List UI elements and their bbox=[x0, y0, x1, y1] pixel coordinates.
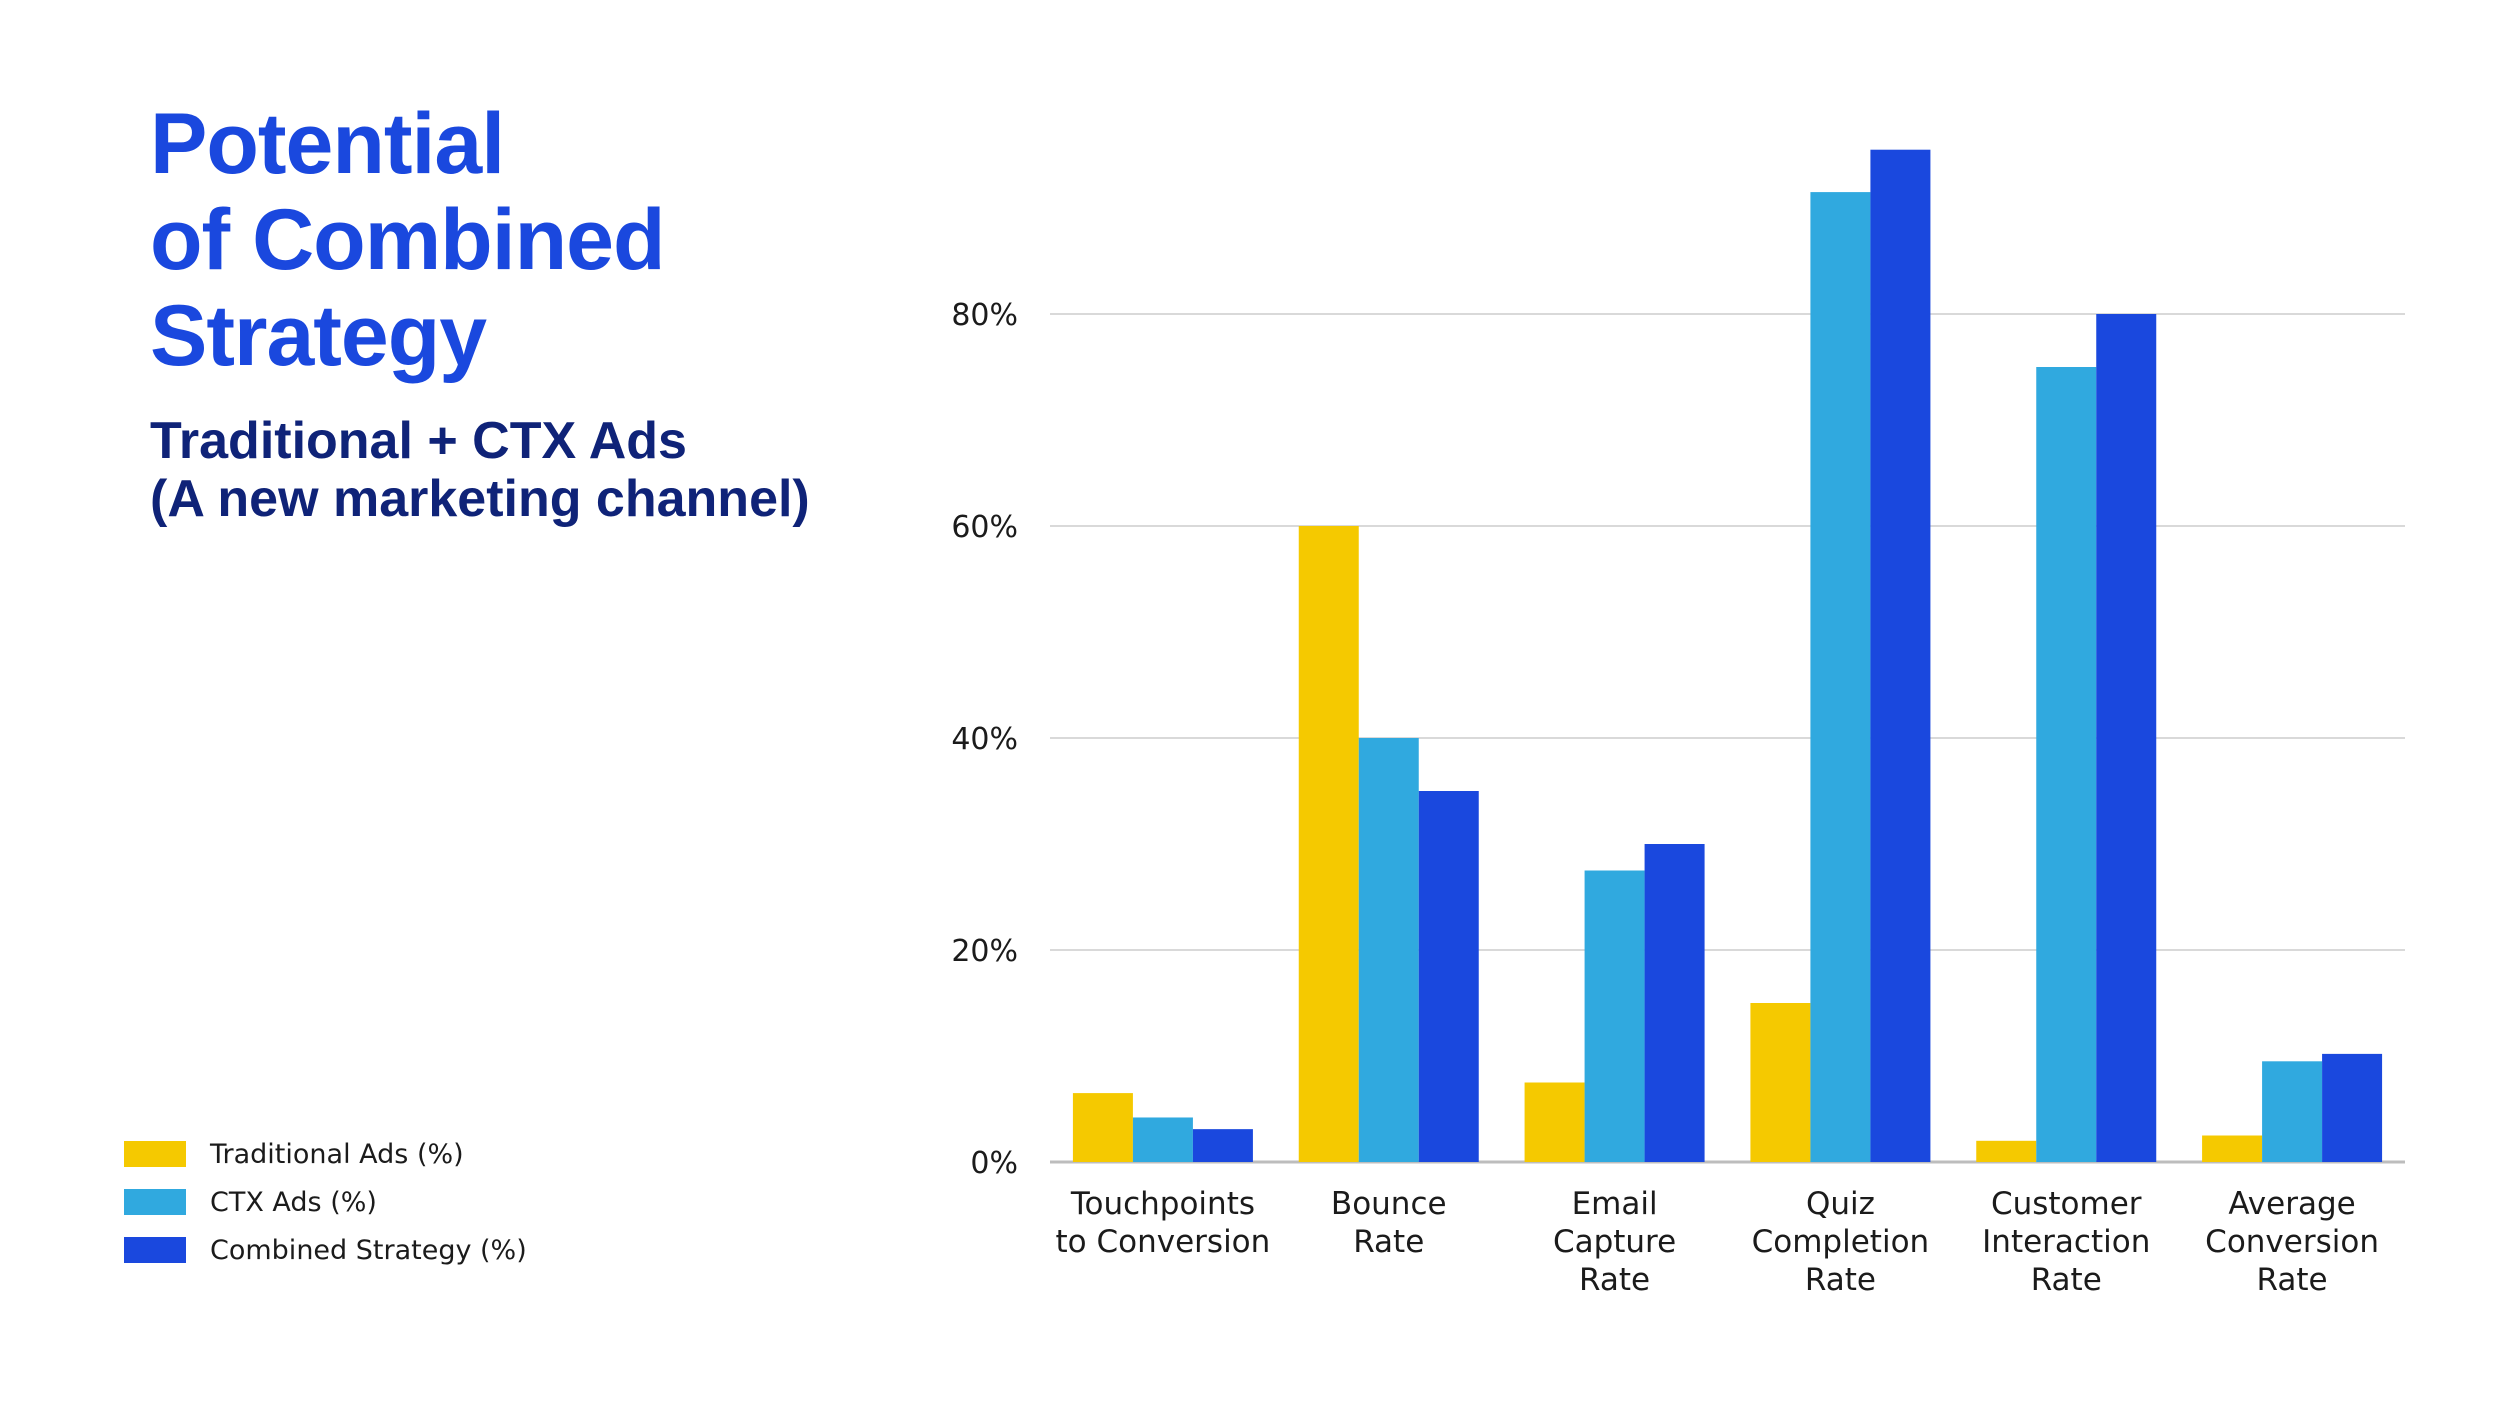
x-category-label: Bounce bbox=[1331, 1186, 1447, 1222]
title-line: Potential bbox=[150, 96, 505, 192]
x-category-label: Rate bbox=[1579, 1262, 1650, 1298]
x-category-label: Capture bbox=[1553, 1224, 1676, 1260]
x-category-label: Interaction bbox=[1982, 1224, 2150, 1260]
subtitle-line: Traditional + CTX Ads bbox=[150, 412, 687, 470]
bar bbox=[1870, 149, 1931, 1162]
y-tick-label: 80% bbox=[951, 298, 1018, 333]
title-line: Strategy bbox=[150, 288, 487, 384]
chart-legend: Traditional Ads (%) CTX Ads (%) Combined… bbox=[124, 1130, 527, 1274]
legend-label: Combined Strategy (%) bbox=[210, 1234, 527, 1266]
bar bbox=[1750, 1003, 1811, 1162]
x-category-label: Average bbox=[2228, 1186, 2355, 1222]
legend-swatch-ctx bbox=[124, 1189, 186, 1215]
x-category-label: Quiz bbox=[1806, 1186, 1875, 1222]
x-category-label: Conversion bbox=[2205, 1224, 2379, 1260]
bar bbox=[2322, 1053, 2383, 1162]
subtitle-line: (A new marketing channel) bbox=[150, 470, 810, 528]
x-category-label: Rate bbox=[1353, 1224, 1424, 1260]
bar bbox=[1132, 1117, 1193, 1162]
bar bbox=[2202, 1135, 2263, 1162]
bar bbox=[1192, 1129, 1253, 1162]
bar bbox=[2262, 1061, 2323, 1162]
x-category-label: Rate bbox=[1805, 1262, 1876, 1298]
bar bbox=[1524, 1082, 1585, 1162]
x-category-label: Rate bbox=[2031, 1262, 2102, 1298]
bar bbox=[1072, 1093, 1133, 1162]
legend-swatch-combined bbox=[124, 1237, 186, 1263]
x-category-label: Customer bbox=[1991, 1186, 2142, 1222]
legend-item-combined: Combined Strategy (%) bbox=[124, 1226, 527, 1274]
y-tick-label: 40% bbox=[951, 722, 1018, 757]
legend-item-traditional: Traditional Ads (%) bbox=[124, 1130, 527, 1178]
bar bbox=[2036, 367, 2097, 1162]
page-subtitle: Traditional + CTX Ads (A new marketing c… bbox=[150, 412, 1050, 528]
y-tick-label: 0% bbox=[970, 1146, 1018, 1181]
legend-label: CTX Ads (%) bbox=[210, 1186, 377, 1218]
bar bbox=[1298, 526, 1359, 1162]
legend-item-ctx: CTX Ads (%) bbox=[124, 1178, 527, 1226]
y-tick-label: 20% bbox=[951, 934, 1018, 969]
bar bbox=[1584, 870, 1645, 1162]
x-category-label: Completion bbox=[1752, 1224, 1930, 1260]
title-line: of Combined bbox=[150, 192, 666, 288]
bar bbox=[1644, 844, 1705, 1162]
legend-swatch-traditional bbox=[124, 1141, 186, 1167]
legend-label: Traditional Ads (%) bbox=[210, 1138, 464, 1170]
x-category-label: to Conversion bbox=[1056, 1224, 1271, 1260]
bar bbox=[1418, 791, 1479, 1162]
y-tick-label: 60% bbox=[951, 510, 1018, 545]
bar bbox=[2096, 314, 2157, 1162]
x-category-label: Rate bbox=[2257, 1262, 2328, 1298]
x-category-label: Touchpoints bbox=[1070, 1186, 1255, 1222]
page-title: Potential of Combined Strategy bbox=[150, 96, 950, 384]
bar bbox=[1976, 1140, 2037, 1162]
bar bbox=[1810, 192, 1871, 1163]
bar bbox=[1358, 738, 1419, 1162]
x-category-label: Email bbox=[1572, 1186, 1658, 1222]
